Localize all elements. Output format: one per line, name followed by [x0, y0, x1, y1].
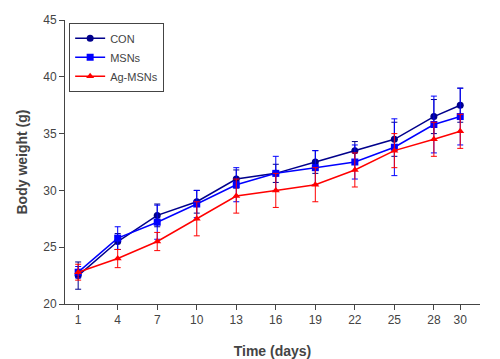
svg-text:13: 13	[230, 313, 244, 327]
svg-text:25: 25	[43, 240, 57, 254]
svg-text:45: 45	[43, 13, 57, 27]
svg-text:30: 30	[454, 313, 468, 327]
svg-text:1: 1	[75, 313, 82, 327]
svg-text:7: 7	[154, 313, 161, 327]
svg-text:20: 20	[43, 297, 57, 311]
svg-text:19: 19	[309, 313, 323, 327]
svg-text:40: 40	[43, 70, 57, 84]
svg-text:Time (days): Time (days)	[234, 343, 312, 359]
svg-text:4: 4	[114, 313, 121, 327]
svg-text:30: 30	[43, 184, 57, 198]
svg-text:28: 28	[427, 313, 441, 327]
svg-text:16: 16	[269, 313, 283, 327]
svg-text:Body weight (g): Body weight (g)	[14, 110, 30, 215]
svg-text:25: 25	[388, 313, 402, 327]
svg-text:Ag-MSNs: Ag-MSNs	[110, 71, 158, 83]
svg-text:MSNs: MSNs	[110, 52, 140, 64]
svg-text:22: 22	[348, 313, 362, 327]
svg-text:10: 10	[190, 313, 204, 327]
svg-text:CON: CON	[110, 33, 134, 45]
svg-text:35: 35	[43, 127, 57, 141]
